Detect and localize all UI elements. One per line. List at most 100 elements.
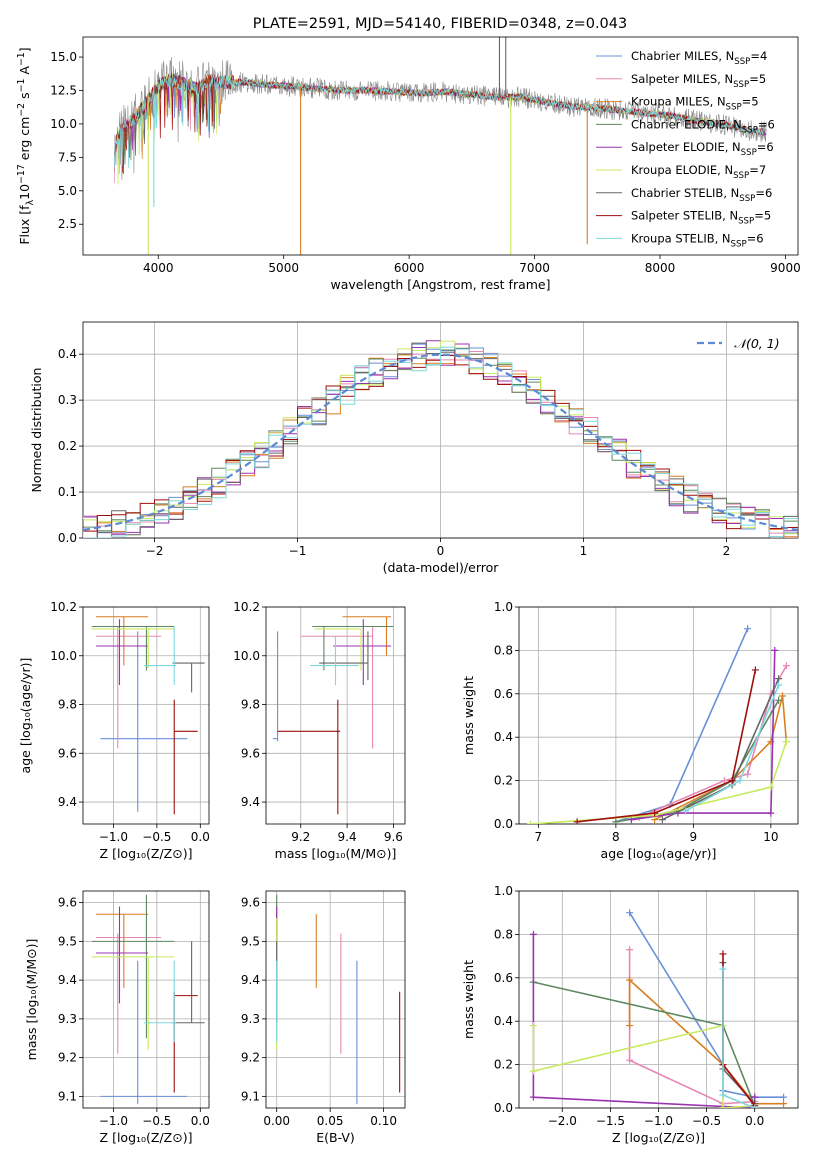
legend: Chabrier MILES, NSSP=4 Salpeter MILES, NS… [596,49,775,249]
mass_vs_ebv-panel: 0.00 0.05 0.10 9.1 9.2 9.3 9.4 9.5 9.6 E(B-V) [241,890,406,1145]
x-tick-label: 8 [612,830,620,844]
legend-label-krou_elodie: Kroupa ELODIE, NSSP=7 [631,163,766,181]
marker-chab_stelib [775,675,783,683]
x-tick-label: 5000 [268,261,299,275]
marker-salp_miles [626,946,634,954]
x-tick-label: 9.2 [291,830,310,844]
legend-label-chab_miles: Chabrier MILES, NSSP=4 [631,49,767,67]
age_vs_mass-panel: 9.2 9.4 9.6 9.4 9.6 9.8 10.0 10.2 mass [log₁₀(M/… [233,600,406,861]
y-tick-label: 1.0 [494,600,513,614]
y-tick-label: 9.1 [58,1089,77,1103]
y-tick-label: 0.4 [58,347,77,361]
weight_vs_age-series [527,625,790,824]
marker-salp_stelib [719,950,727,958]
x-tick-label: −2 [146,544,164,558]
chart-title: PLATE=2591, MJD=54140, FIBERID=0348, z=0… [253,16,627,32]
y-tick-label: 9.1 [241,1089,260,1103]
normal-curve-line [83,353,798,531]
marker-krou_elodie [719,1104,727,1108]
marker-krou_stelib [775,681,783,689]
marker-chab_stelib [658,816,666,824]
x-tick-label: 6000 [394,261,425,275]
y-tick-label: 15.0 [50,50,77,64]
marker-salp_stelib [728,777,736,785]
y-tick-label: 10.0 [50,117,77,131]
spectrum-series [114,37,767,255]
x-axis-label: age [log₁₀(age/yr)] [601,846,717,861]
y-axis-label: mass weight [461,960,476,1039]
y-tick-label: 0.2 [494,1058,513,1072]
marker-krou_miles [780,1100,788,1108]
y-axis-label: mass [log₁₀(M/M⊙)] [24,939,39,1061]
series-salp_stelib-line [577,669,757,823]
y-tick-label: 9.6 [58,896,77,910]
axes-frame [265,890,406,1109]
marker-chab_miles [744,625,752,633]
x-axis-label: E(B-V) [316,1130,355,1145]
y-tick-label: 1.0 [494,884,513,898]
x-tick-label: 0 [437,544,445,558]
legend-label-krou_stelib: Kroupa STELIB, NSSP=6 [631,231,764,249]
y-tick-label: 2.5 [58,217,77,231]
axes-frame [265,606,406,825]
x-tick-label: 0.10 [370,1114,397,1128]
y-tick-label: 0.0 [494,1101,513,1115]
x-tick-label: 0.0 [745,1114,764,1128]
axes-frame [82,606,210,825]
y-tick-label: 9.4 [241,973,260,987]
x-tick-label: −1.5 [596,1114,625,1128]
y-tick-label: 10.0 [233,649,260,663]
marker-krou_elodie [527,820,535,824]
axes-frame [82,890,210,1109]
series-chab_miles-line [615,628,749,823]
marker-krou_elodie [782,738,790,746]
x-tick-label: 0.05 [317,1114,344,1128]
spectrum-panel: 4000 5000 6000 7000 8000 9000 2.5 5.0 7.5 10.0 12.… [16,16,801,292]
marker-krou_stelib [736,777,744,785]
y-tick-label: 10.2 [50,600,77,614]
y-tick-label: 7.5 [58,150,77,164]
age_vs_mass-points [272,616,394,815]
y-tick-label: 0.2 [58,439,77,453]
y-tick-label: 0.8 [494,643,513,657]
x-tick-label: 4000 [143,261,174,275]
x-tick-label: 0.00 [263,1114,290,1128]
marker-krou_stelib [682,807,690,815]
y-tick-label: 0.0 [58,531,77,545]
y-tick-label: 9.2 [241,1051,260,1065]
marker-salp_stelib [651,809,659,817]
x-tick-label: 8000 [645,261,676,275]
marker-chab_miles [780,1093,788,1101]
histogram-krou_stelib [83,346,798,538]
marker-krou_elodie [529,1022,537,1030]
marker-salp_miles [782,662,790,670]
x-tick-label: 9.6 [384,830,403,844]
y-tick-label: 0.3 [58,393,77,407]
x-tick-label: 2 [723,544,731,558]
x-tick-label: −1.0 [99,830,128,844]
marker-salp_elodie [771,646,779,654]
mass_vs_Z-panel: −1.0 −0.5 0.0 9.1 9.2 9.3 9.4 9.5 9.6 Z [log₁₀(Z/… [24,890,210,1145]
series-chab_stelib-line [722,962,756,1105]
x-axis-label: Z [log₁₀(Z/Z⊙)] [612,1130,705,1145]
weight_vs_Z-series [529,909,788,1108]
x-axis-label: mass [log₁₀(M/M⊙)] [275,846,397,861]
y-tick-label: 9.8 [58,698,77,712]
x-tick-label: 7000 [519,261,550,275]
y-tick-label: 10.0 [50,649,77,663]
x-tick-label: 9000 [770,261,801,275]
axes-frame [82,36,799,256]
marker-salp_stelib [751,666,759,674]
y-tick-label: 9.5 [241,934,260,948]
y-tick-label: 0.0 [494,817,513,831]
x-tick-label: −0.5 [142,1114,171,1128]
y-tick-label: 0.6 [494,687,513,701]
marker-salp_miles [720,777,728,785]
y-tick-label: 5.0 [58,184,77,198]
age_vs_Z-points [91,616,205,815]
y-tick-label: 9.4 [58,973,77,987]
x-tick-label: 1 [580,544,588,558]
legend-label-salp_elodie: Salpeter ELODIE, NSSP=6 [631,140,774,158]
marker-krou_miles [779,692,786,700]
legend-label-chab_elodie: Chabrier ELODIE, NSSP=6 [631,117,775,135]
